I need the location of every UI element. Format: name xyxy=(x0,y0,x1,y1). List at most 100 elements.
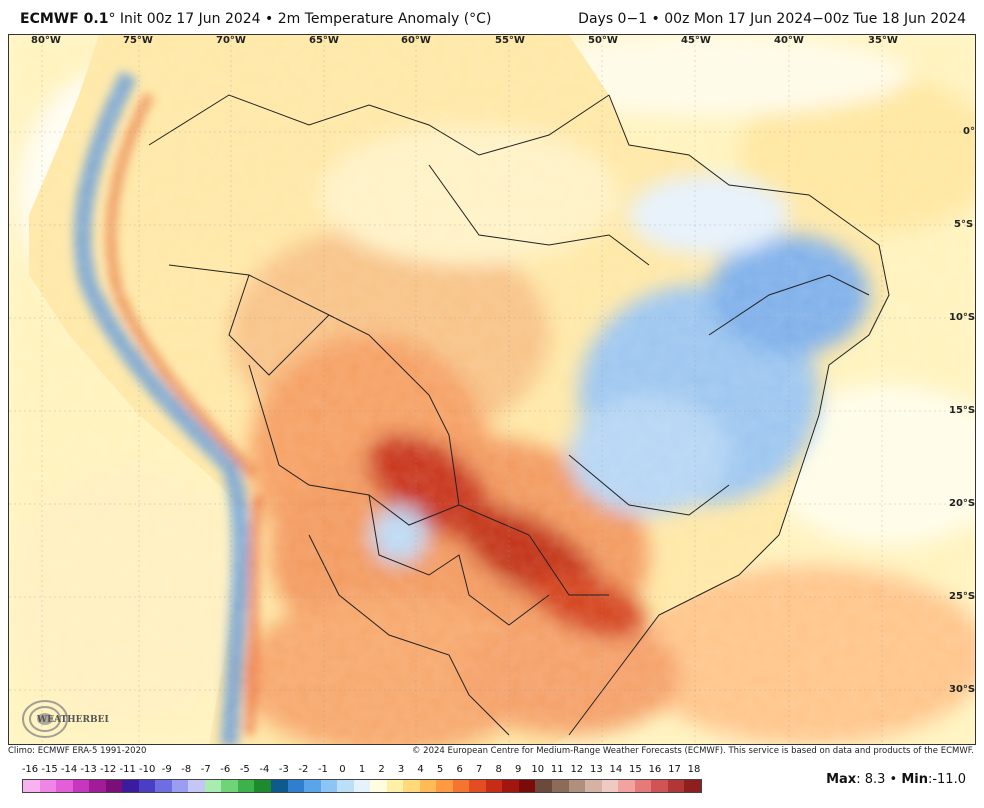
init-description: ° Init 00z 17 Jun 2024 • 2m Temperature … xyxy=(108,11,492,27)
colorbar-label: 11 xyxy=(550,764,564,775)
colorbar-label: -14 xyxy=(60,764,78,775)
colorbar-swatch xyxy=(469,780,486,792)
temperature-anomaly-map[interactable]: 80°W 75°W 70°W 65°W 60°W 55°W 50°W 45°W … xyxy=(8,34,976,745)
colorbar-swatch xyxy=(436,780,453,792)
valid-period: Days 0−1 • 00z Mon 17 Jun 2024−00z Tue 1… xyxy=(578,11,966,27)
map-canvas xyxy=(9,35,975,744)
colorbar-swatch xyxy=(304,780,321,792)
colorbar-swatch xyxy=(684,780,701,792)
colorbar-label: -10 xyxy=(139,764,156,775)
colorbar-label: -2 xyxy=(298,764,309,775)
lat-tick: 20°S xyxy=(949,498,976,509)
lon-tick: 70°W xyxy=(216,35,246,46)
colorbar-label: -13 xyxy=(80,764,97,775)
colorbar-label: 0 xyxy=(339,764,346,775)
colorbar-swatch xyxy=(452,780,470,792)
colorbar-swatch xyxy=(204,780,222,792)
lon-tick: 45°W xyxy=(681,35,711,46)
colorbar-swatch xyxy=(370,780,387,792)
lon-tick: 75°W xyxy=(123,35,153,46)
lat-tick: 10°S xyxy=(949,312,976,323)
colorbar-swatch xyxy=(254,780,271,792)
colorbar-label: -3 xyxy=(278,764,289,775)
colorbar-label: -5 xyxy=(239,764,250,775)
colorbar-swatch xyxy=(353,780,371,792)
lat-tick: 15°S xyxy=(949,405,976,416)
colorbar-swatch xyxy=(403,780,420,792)
lon-tick: 35°W xyxy=(868,35,898,46)
colorbar-label: 8 xyxy=(495,764,502,775)
colorbar-label: 14 xyxy=(609,764,623,775)
colorbar-swatch xyxy=(535,780,552,792)
colorbar-swatch xyxy=(386,780,404,792)
colorbar-label: -9 xyxy=(161,764,172,775)
colorbar-legend: -16 -15 -14 -13 -12 -11 -10 -9 -8 -7 -6 -5 -4 -3 -2 -1 0… xyxy=(22,764,702,794)
colorbar-swatch xyxy=(667,780,685,792)
colorbar-label: 12 xyxy=(570,764,584,775)
colorbar-swatch xyxy=(337,780,354,792)
colorbar-label: 6 xyxy=(456,764,463,775)
colorbar-label: 4 xyxy=(417,764,424,775)
colorbar-swatch xyxy=(518,780,536,792)
colorbar-swatch xyxy=(105,780,123,792)
colorbar-label: -16 xyxy=(21,764,39,775)
lon-tick: 40°W xyxy=(774,35,804,46)
colorbar-swatch xyxy=(89,780,106,792)
colorbar-label: 9 xyxy=(515,764,522,775)
colorbar-swatch xyxy=(320,780,338,792)
colorbar-swatch xyxy=(419,780,437,792)
colorbar-label: 5 xyxy=(436,764,444,775)
colorbar-label: -8 xyxy=(181,764,192,775)
lon-tick: 80°W xyxy=(31,35,61,46)
graticule xyxy=(9,35,975,744)
max-min-stats: Max: 8.3 • Min:-11.0 xyxy=(826,772,966,787)
lon-tick: 60°W xyxy=(401,35,431,46)
colorbar-label: 3 xyxy=(397,764,405,775)
colorbar-label: 15 xyxy=(629,764,642,775)
lat-tick: 5°S xyxy=(954,219,974,230)
colorbar-swatch xyxy=(585,780,602,792)
lat-tick: 30°S xyxy=(949,684,976,695)
colorbar-swatch xyxy=(618,780,635,792)
colorbar-swatch xyxy=(56,780,73,792)
colorbar-swatch xyxy=(188,780,205,792)
colorbar-swatch xyxy=(138,780,156,792)
lat-tick: 0° xyxy=(963,126,975,137)
model-name: ECMWF 0.1 xyxy=(20,11,109,27)
colorbar-label: -4 xyxy=(259,764,270,775)
colorbar-label: 7 xyxy=(475,764,483,775)
colorbar-swatch xyxy=(122,780,139,792)
colorbar-labels: -16 -15 -14 -13 -12 -11 -10 -9 -8 -7 -6 -5 -4 -3 -2 -1 0… xyxy=(22,764,702,778)
colorbar-label: 13 xyxy=(589,764,603,775)
country-borders xyxy=(148,94,890,736)
colorbar-swatch xyxy=(601,780,619,792)
map-title: ECMWF 0.1° Init 00z 17 Jun 2024 • 2m Tem… xyxy=(20,11,491,27)
colorbar-label: -12 xyxy=(99,764,117,775)
header: ECMWF 0.1° Init 00z 17 Jun 2024 • 2m Tem… xyxy=(0,0,984,34)
climo-note: Climo: ECMWF ERA-5 1991-2020 xyxy=(8,746,147,756)
colorbar-swatch xyxy=(568,780,586,792)
lon-tick: 50°W xyxy=(588,35,618,46)
swirl-logo-icon: WEATHERBELL xyxy=(22,700,109,738)
colorbar-swatch xyxy=(485,780,503,792)
colorbar-label: 2 xyxy=(378,764,385,775)
lon-tick: 65°W xyxy=(309,35,339,46)
colorbar-label: 16 xyxy=(648,764,662,775)
colorbar-swatches xyxy=(22,779,702,793)
colorbar-label: 17 xyxy=(668,764,681,775)
colorbar-swatch xyxy=(39,780,57,792)
colorbar-label: 10 xyxy=(531,764,545,775)
land-anomaly-field xyxy=(9,35,975,744)
colorbar-swatch xyxy=(221,780,238,792)
min-label: Min xyxy=(901,772,928,787)
colorbar-swatch xyxy=(651,780,668,792)
colorbar-label: -6 xyxy=(220,764,231,775)
colorbar-label: 1 xyxy=(358,764,366,775)
colorbar-swatch xyxy=(552,780,569,792)
copyright-note: © 2024 European Centre for Medium-Range … xyxy=(411,746,974,756)
logo-text: WEATHERBELL xyxy=(36,715,109,725)
lon-tick: 55°W xyxy=(495,35,525,46)
colorbar-swatch xyxy=(155,780,172,792)
colorbar-label: -11 xyxy=(119,764,136,775)
colorbar-swatch xyxy=(237,780,255,792)
